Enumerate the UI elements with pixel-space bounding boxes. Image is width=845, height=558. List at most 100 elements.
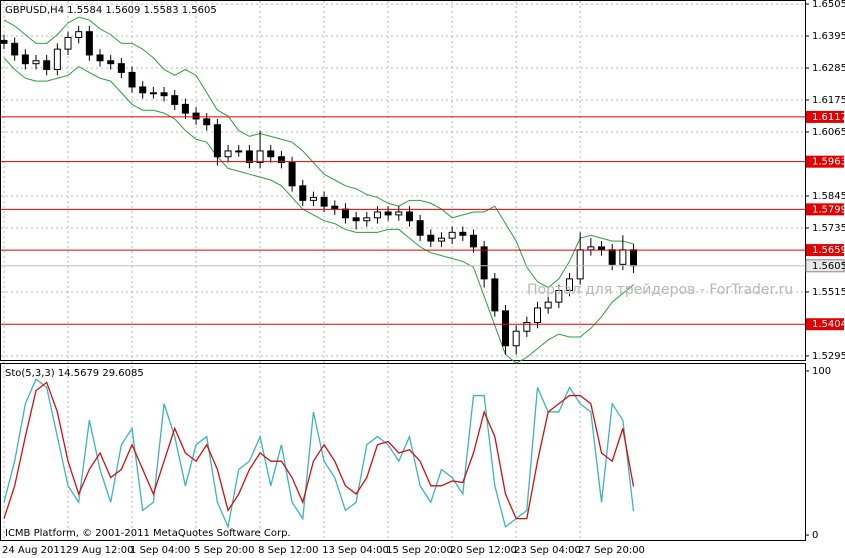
candle-body xyxy=(309,196,317,201)
candle-body xyxy=(43,60,51,70)
level-label: 1.5659 xyxy=(812,245,845,256)
candle-body xyxy=(21,54,29,65)
candle-body xyxy=(117,63,125,73)
candle-body xyxy=(11,42,19,56)
band-line xyxy=(3,57,634,364)
y-tick-label: 1.5735 xyxy=(812,223,845,234)
price-box xyxy=(805,259,845,273)
level-box xyxy=(806,155,844,168)
candle-body xyxy=(341,208,349,219)
level-label: 1.6117 xyxy=(812,112,845,123)
watermark: Портал для трейдеров - ForTrader.ru xyxy=(527,282,793,298)
candle-body xyxy=(405,211,413,222)
candle-body xyxy=(320,196,328,207)
candle-body xyxy=(576,249,584,280)
candle-body xyxy=(128,71,136,88)
candle-body xyxy=(523,321,531,332)
candle-body xyxy=(53,48,61,70)
candle-body xyxy=(598,246,606,251)
stoch-frame xyxy=(0,363,806,541)
candle-body xyxy=(224,150,232,158)
stoch-layer: 100 0 xyxy=(3,366,831,541)
band-line xyxy=(3,16,634,289)
x-tick-label: 24 Aug 2011 xyxy=(2,545,66,556)
chart-title: GBPUSD,H4 1.5584 1.5609 1.5583 1.5605 xyxy=(5,5,217,16)
candle-body xyxy=(160,92,168,97)
x-tick-label: 15 Sep 20:00 xyxy=(386,545,453,556)
candle-body xyxy=(416,220,424,236)
candle-body xyxy=(213,124,221,158)
text-layer: GBPUSD,H4 1.5584 1.5609 1.5583 1.5605 По… xyxy=(5,5,793,539)
level-box xyxy=(806,203,844,216)
main-frame xyxy=(0,0,806,361)
candle-body xyxy=(181,103,189,114)
y-tick-label: 0 xyxy=(812,530,818,541)
candle-body xyxy=(245,150,253,164)
candle-body xyxy=(352,217,360,222)
candle-body xyxy=(75,31,83,39)
candle-body xyxy=(630,249,638,267)
x-tick-label: 23 Sep 04:00 xyxy=(514,545,581,556)
candle-body xyxy=(459,231,467,236)
candle-body xyxy=(139,86,147,94)
candle-body xyxy=(85,31,93,56)
y-tick-label: 1.6285 xyxy=(812,63,845,74)
candle-body xyxy=(373,211,381,219)
candle-body xyxy=(512,330,520,347)
candle-body xyxy=(331,205,339,210)
level-label: 1.5963 xyxy=(812,157,845,168)
candle-body xyxy=(107,60,115,65)
y-tick-label: 1.5295 xyxy=(812,351,845,362)
candle-body xyxy=(96,54,104,62)
candle-body xyxy=(149,92,157,95)
level-label: 1.5404 xyxy=(812,319,845,330)
level-box xyxy=(806,110,844,123)
candle-body xyxy=(235,150,243,153)
x-tick-label: 20 Sep 12:00 xyxy=(450,545,517,556)
candle-body xyxy=(437,237,445,242)
y-tick-label: 1.6065 xyxy=(812,127,845,138)
candle-body xyxy=(64,37,72,50)
candle-body xyxy=(288,162,296,187)
candle-body xyxy=(171,95,179,105)
candle-body xyxy=(544,301,552,309)
y-tick-label: 1.5845 xyxy=(812,191,845,202)
y-tick-label: 1.6395 xyxy=(812,31,845,42)
candle-body xyxy=(363,217,371,222)
candle-body xyxy=(299,185,307,201)
candle-body xyxy=(267,150,275,158)
candle-body xyxy=(277,156,285,164)
candle-body xyxy=(469,234,477,248)
candle-body xyxy=(587,246,595,251)
candle-body xyxy=(256,150,264,164)
stoch-title: Sto(5,3,3) 14.5679 29.6085 xyxy=(5,368,144,379)
candle-body xyxy=(534,307,541,323)
candle-body xyxy=(427,234,435,242)
x-tick-label: 8 Sep 12:00 xyxy=(258,545,318,556)
level-label: 1.5799 xyxy=(812,204,845,215)
candle-body xyxy=(619,249,627,265)
x-tick-label: 29 Aug 12:00 xyxy=(66,545,133,556)
y-tick-label: 100 xyxy=(812,366,831,377)
candle-body xyxy=(448,231,456,239)
candle-body xyxy=(0,39,8,44)
footnote: ICMB Platform, © 2001-2011 MetaQuotes So… xyxy=(5,528,291,539)
candle-body xyxy=(501,310,509,347)
candle-body xyxy=(32,60,40,65)
y-tick-label: 1.5515 xyxy=(812,287,845,298)
level-box xyxy=(806,244,844,257)
candle-body xyxy=(566,278,574,292)
candle-body xyxy=(491,278,499,312)
y-tick-label: 1.6175 xyxy=(812,95,845,106)
stoch-line xyxy=(3,378,635,530)
candle-body xyxy=(608,249,616,265)
candle-body xyxy=(203,118,211,126)
price-label: 1.5605 xyxy=(812,261,845,272)
stoch-line xyxy=(3,381,635,520)
x-tick-label: 13 Sep 04:00 xyxy=(322,545,389,556)
candle-body xyxy=(384,211,392,216)
candle-body xyxy=(395,211,403,216)
